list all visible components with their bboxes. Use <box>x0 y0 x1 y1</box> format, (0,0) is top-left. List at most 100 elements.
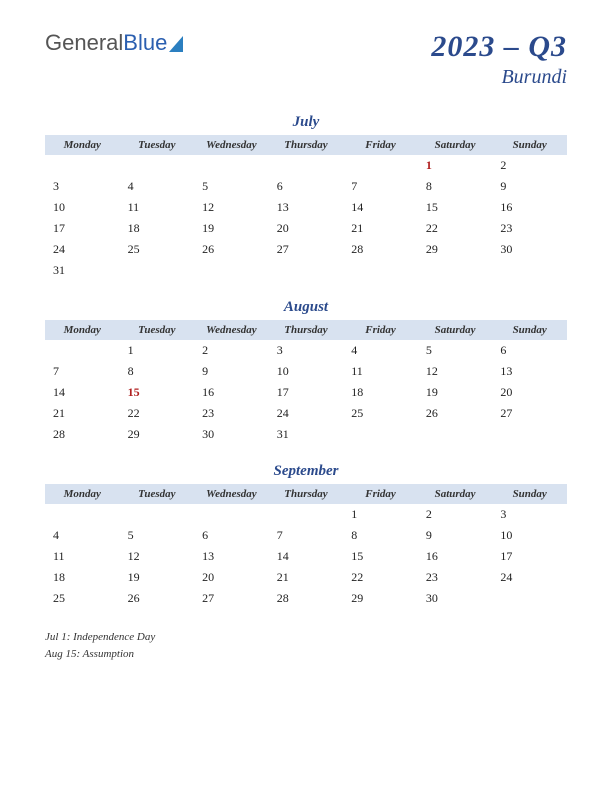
calendar-cell: 21 <box>45 403 120 424</box>
calendar-cell: 22 <box>418 218 493 239</box>
calendar-cell <box>45 340 120 361</box>
calendar-cell: 31 <box>45 260 120 281</box>
calendar-cell <box>269 260 344 281</box>
calendar-cell: 26 <box>418 403 493 424</box>
calendar-cell: 18 <box>120 218 195 239</box>
calendar-cell: 21 <box>343 218 418 239</box>
calendar-row: 252627282930 <box>45 588 567 609</box>
calendar-cell: 23 <box>194 403 269 424</box>
calendar-cell <box>418 260 493 281</box>
calendar-cell: 9 <box>492 176 567 197</box>
day-header: Saturday <box>418 135 493 155</box>
calendar-cell: 25 <box>45 588 120 609</box>
day-header: Friday <box>343 484 418 504</box>
calendar-cell: 18 <box>45 567 120 588</box>
calendar-cell: 30 <box>492 239 567 260</box>
holiday-notes: Jul 1: Independence DayAug 15: Assumptio… <box>45 629 567 662</box>
calendar-cell: 10 <box>492 525 567 546</box>
calendar-cell <box>492 260 567 281</box>
calendar-cell: 20 <box>492 382 567 403</box>
calendar-cell: 29 <box>418 239 493 260</box>
calendar-cell: 23 <box>492 218 567 239</box>
calendar-row: 21222324252627 <box>45 403 567 424</box>
calendar-cell: 4 <box>120 176 195 197</box>
calendar-cell: 3 <box>45 176 120 197</box>
calendar-cell: 6 <box>492 340 567 361</box>
calendar-cell: 28 <box>45 424 120 445</box>
calendar-cell: 8 <box>418 176 493 197</box>
calendar-cell <box>194 504 269 525</box>
calendar-row: 28293031 <box>45 424 567 445</box>
day-header: Wednesday <box>194 484 269 504</box>
calendar-cell: 4 <box>45 525 120 546</box>
day-header: Sunday <box>492 484 567 504</box>
calendar-cell: 19 <box>194 218 269 239</box>
calendar-row: 18192021222324 <box>45 567 567 588</box>
calendar-cell: 14 <box>45 382 120 403</box>
calendar-cell: 14 <box>343 197 418 218</box>
calendar-cell <box>45 155 120 176</box>
calendar-cell: 11 <box>45 546 120 567</box>
calendar-cell <box>120 504 195 525</box>
calendar-cell: 22 <box>120 403 195 424</box>
calendar-cell: 27 <box>269 239 344 260</box>
page-subtitle: Burundi <box>431 66 567 89</box>
header: GeneralBlue 2023 – Q3 Burundi <box>45 30 567 89</box>
day-header: Thursday <box>269 320 344 340</box>
calendar-cell: 26 <box>194 239 269 260</box>
calendar-cell: 26 <box>120 588 195 609</box>
calendar-cell: 25 <box>343 403 418 424</box>
calendar-cell: 7 <box>45 361 120 382</box>
calendar-cell: 18 <box>343 382 418 403</box>
calendar-row: 78910111213 <box>45 361 567 382</box>
month-block: JulyMondayTuesdayWednesdayThursdayFriday… <box>45 114 567 281</box>
calendar-cell: 9 <box>418 525 493 546</box>
calendar-cell <box>269 155 344 176</box>
logo-text-2: Blue <box>123 30 167 56</box>
calendar-row: 3456789 <box>45 176 567 197</box>
day-header: Monday <box>45 135 120 155</box>
day-header: Monday <box>45 484 120 504</box>
day-header: Saturday <box>418 320 493 340</box>
calendar-row: 31 <box>45 260 567 281</box>
day-header: Monday <box>45 320 120 340</box>
day-header: Tuesday <box>120 484 195 504</box>
calendar-cell: 10 <box>45 197 120 218</box>
calendar-cell: 13 <box>194 546 269 567</box>
calendar-cell <box>343 424 418 445</box>
calendar-cell: 15 <box>120 382 195 403</box>
calendar-row: 123 <box>45 504 567 525</box>
calendar-cell: 13 <box>269 197 344 218</box>
calendar-cell: 17 <box>269 382 344 403</box>
calendar-cell: 13 <box>492 361 567 382</box>
calendar-cell: 15 <box>343 546 418 567</box>
calendar-cell: 30 <box>418 588 493 609</box>
day-header: Tuesday <box>120 135 195 155</box>
calendar-cell: 1 <box>120 340 195 361</box>
calendar-cell: 12 <box>418 361 493 382</box>
calendar-cell: 5 <box>418 340 493 361</box>
calendar-row: 123456 <box>45 340 567 361</box>
calendar-cell: 14 <box>269 546 344 567</box>
calendar-row: 10111213141516 <box>45 197 567 218</box>
calendar-cell: 9 <box>194 361 269 382</box>
logo-text-1: General <box>45 30 123 56</box>
month-name: September <box>45 463 567 480</box>
calendar-cell: 17 <box>45 218 120 239</box>
calendar-cell <box>343 155 418 176</box>
calendar-cell <box>418 424 493 445</box>
holiday-note: Jul 1: Independence Day <box>45 629 567 646</box>
calendar-table: MondayTuesdayWednesdayThursdayFridaySatu… <box>45 320 567 445</box>
calendar-cell: 21 <box>269 567 344 588</box>
calendar-row: 45678910 <box>45 525 567 546</box>
holiday-note: Aug 15: Assumption <box>45 646 567 663</box>
calendar-cell: 6 <box>194 525 269 546</box>
calendar-cell <box>194 155 269 176</box>
calendar-cell: 3 <box>492 504 567 525</box>
logo: GeneralBlue <box>45 30 183 56</box>
calendar-cell: 27 <box>492 403 567 424</box>
day-header: Thursday <box>269 484 344 504</box>
calendar-cell: 20 <box>194 567 269 588</box>
calendar-cell: 16 <box>194 382 269 403</box>
calendar-cell: 4 <box>343 340 418 361</box>
